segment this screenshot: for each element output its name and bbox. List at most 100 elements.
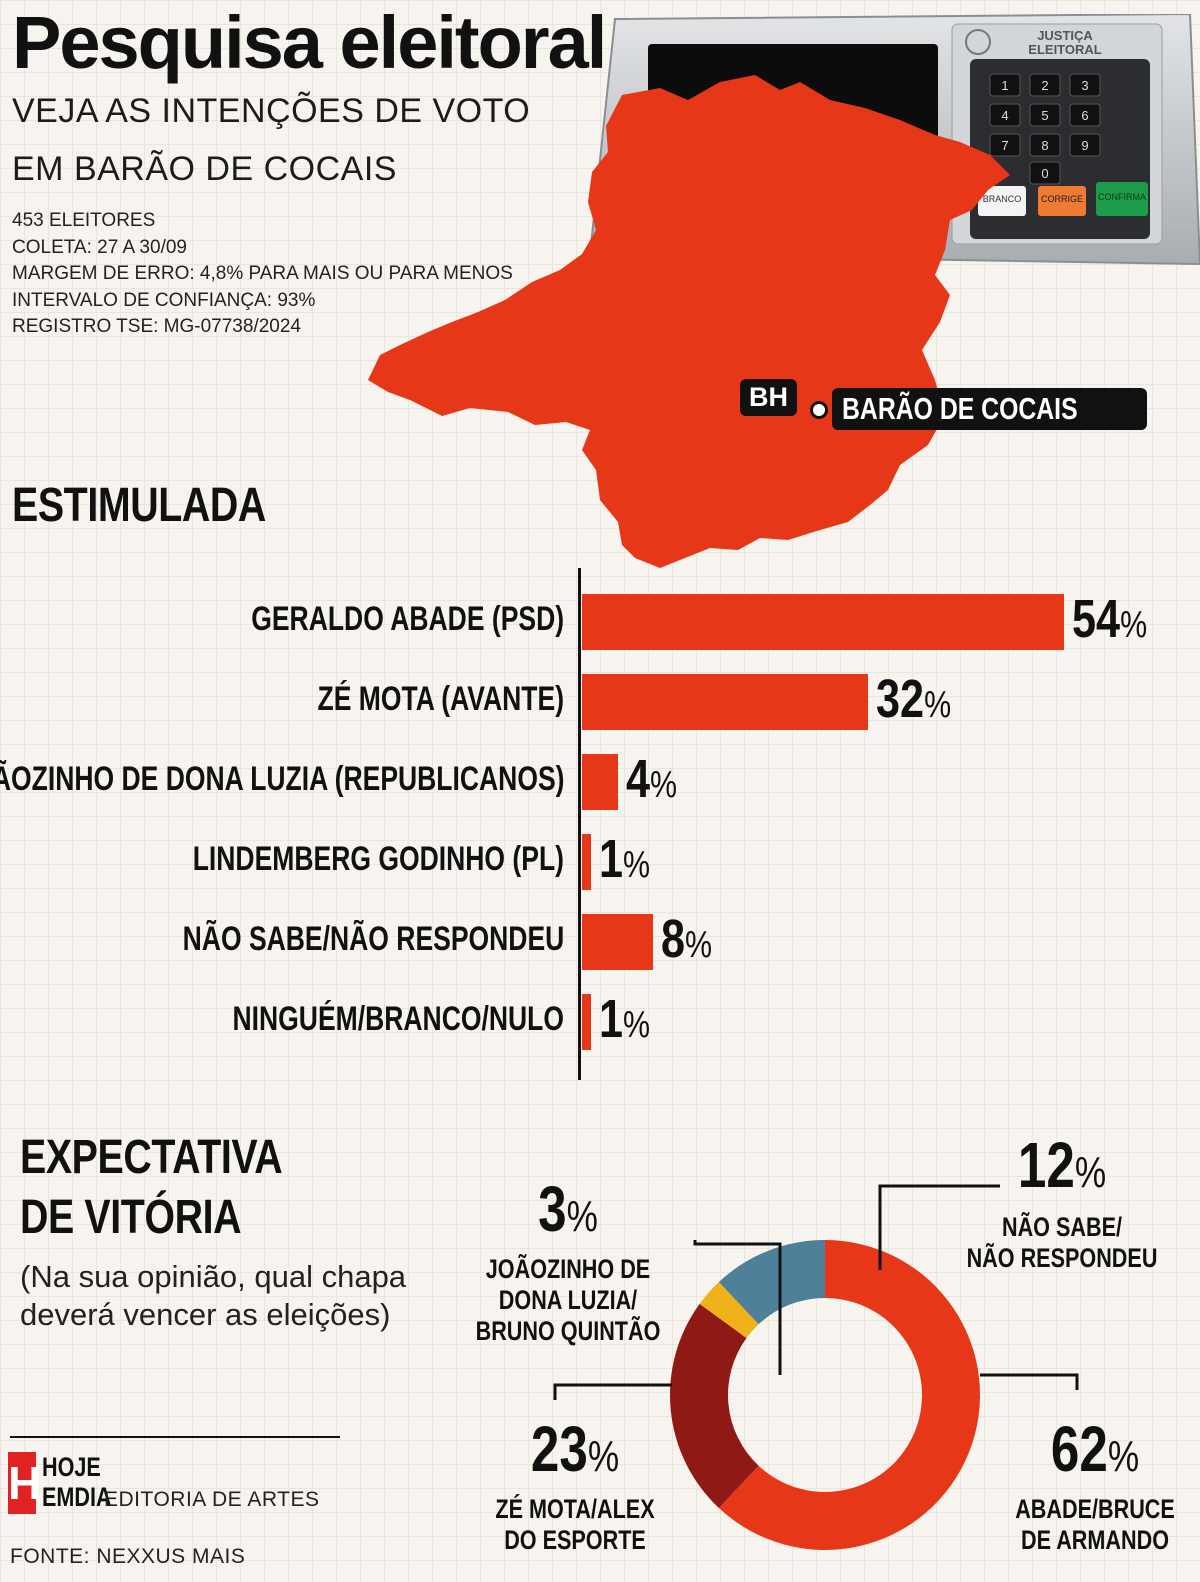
editoria-credit: EDITORIA DE ARTES <box>104 1488 320 1511</box>
donut-value-label: 12% <box>982 1128 1142 1202</box>
bar-value-number: 1 <box>598 829 623 889</box>
donut-value-unit: % <box>1074 1148 1107 1197</box>
bar-value-label: 32% <box>876 668 951 730</box>
urna-key-1: 1 <box>1001 78 1008 93</box>
donut-category-line: JOÃOZINHO DE <box>485 1254 651 1284</box>
urna-key-bg <box>1029 133 1061 157</box>
urna-key-0: 0 <box>1041 166 1048 181</box>
bar-label: GERALDO ABADE (PSD) <box>251 600 564 638</box>
bar-value-label: 1% <box>599 988 650 1050</box>
page-title: Pesquisa eleitoral <box>12 1 607 84</box>
bar-value-label: 8% <box>661 908 712 970</box>
donut-value-number: 23 <box>530 1413 588 1485</box>
bar-value-number: 1 <box>598 989 623 1049</box>
donut-category-label: ZÉ MOTA/ALEX DO ESPORTE <box>455 1494 695 1556</box>
bar-value-label: 4% <box>626 748 677 810</box>
bar <box>582 594 1064 650</box>
section-title-expectativa-1: EXPECTATIVA <box>20 1131 283 1184</box>
bar <box>582 754 618 810</box>
bar-value-label: 54% <box>1072 588 1147 650</box>
urna-label-1: JUSTIÇA <box>1037 28 1093 43</box>
bar-value-unit: % <box>622 1004 650 1046</box>
urna-label-2: ELEITORAL <box>1028 42 1101 57</box>
bar-label: NINGUÉM/BRANCO/NULO <box>232 1000 564 1038</box>
bar-axis <box>578 568 581 1080</box>
donut-value-label: 23% <box>495 1412 655 1486</box>
bar-value-label: 1% <box>599 828 650 890</box>
section-title-estimulada: ESTIMULADA <box>12 479 266 532</box>
urna-btn-branco: BRANCO <box>983 194 1022 204</box>
state-shape <box>368 75 1010 568</box>
donut-leader-line <box>553 1383 672 1400</box>
donut-category-line: DONA LUZIA/ <box>498 1285 638 1315</box>
bar-value-unit: % <box>1120 604 1148 646</box>
subtitle-line-1: VEJA AS INTENÇÕES DE VOTO <box>12 92 531 130</box>
urna-key-bg <box>989 103 1021 127</box>
donut-slice <box>670 1303 759 1508</box>
donut-category-label: NÃO SABE/NÃO RESPONDEU <box>942 1212 1182 1274</box>
donut-value-unit: % <box>1107 1432 1140 1481</box>
donut-category-line: BRUNO QUINTÃO <box>475 1316 661 1346</box>
urna-key-8: 8 <box>1041 138 1048 153</box>
donut-category-line: DO ESPORTE <box>504 1525 646 1555</box>
logo-line-1: HOJE <box>42 1452 101 1482</box>
donut-value-number: 12 <box>1017 1129 1075 1201</box>
bar <box>582 834 591 890</box>
donut-value-unit: % <box>587 1432 620 1481</box>
source-credit: FONTE: NEXXUS MAIS <box>10 1545 246 1568</box>
urna-key-bg <box>989 73 1021 97</box>
bar <box>582 914 654 970</box>
bar-label: JOÃOZINHO DE DONA LUZIA (REPUBLICANOS) <box>0 760 564 798</box>
donut-value-label: 62% <box>1015 1412 1175 1486</box>
urna-key-bg <box>1029 161 1061 185</box>
meta-margin: MARGEM DE ERRO: 4,8% PARA MAIS OU PARA M… <box>12 263 513 284</box>
map-tag-city: BARÃO DE COCAIS <box>832 388 1147 430</box>
urna-key-2: 2 <box>1041 78 1048 93</box>
map-tag-bh: BH <box>740 379 797 416</box>
urna-key-9: 9 <box>1081 138 1088 153</box>
donut-value-unit: % <box>566 1192 598 1241</box>
bar-value-unit: % <box>923 684 951 726</box>
donut-category-line: ABADE/BRUCE <box>1015 1494 1175 1524</box>
logo-mark: H <box>8 1452 41 1514</box>
bar-label: ZÉ MOTA (AVANTE) <box>317 680 564 718</box>
bar-label: LINDEMBERG GODINHO (PL) <box>192 840 564 878</box>
logo-line-2: EMDIA <box>42 1482 112 1512</box>
urna-key-6: 6 <box>1081 108 1088 123</box>
subtitle-line-2: EM BARÃO DE COCAIS <box>12 150 397 188</box>
city-marker-dot <box>810 401 828 419</box>
bar-value-unit: % <box>649 764 677 806</box>
meta-collection: COLETA: 27 A 30/09 <box>12 236 187 258</box>
donut-value-number: 62 <box>1050 1413 1108 1485</box>
urna-key-7: 7 <box>1001 138 1008 153</box>
minas-gerais-map <box>368 75 1010 568</box>
donut-chart <box>553 1184 1079 1550</box>
survey-meta: 453 ELEITORES COLETA: 27 A 30/09 MARGEM … <box>12 208 513 341</box>
bar-value-number: 32 <box>875 669 924 729</box>
donut-category-label: ABADE/BRUCE DE ARMANDO <box>975 1494 1200 1556</box>
urna-btn-confirma: CONFIRMA <box>1098 192 1146 202</box>
donut-category-line: DE ARMANDO <box>1021 1525 1169 1555</box>
section-title-expectativa-2: DE VITÓRIA <box>20 1191 242 1244</box>
urna-key-4: 4 <box>1001 108 1008 123</box>
donut-value-number: 3 <box>538 1173 567 1245</box>
urna-key-bg <box>989 133 1021 157</box>
donut-slice <box>699 1282 759 1338</box>
bar <box>582 994 591 1050</box>
urna-key-bg <box>1069 103 1101 127</box>
bar-value-number: 8 <box>661 909 686 969</box>
donut-leader-line <box>878 1184 1000 1270</box>
map-tag-city-text: BARÃO DE COCAIS <box>842 391 1078 426</box>
survey-question: (Na sua opinião, qual chapa deverá vence… <box>20 1258 406 1334</box>
question-line-1: (Na sua opinião, qual chapa <box>20 1259 407 1294</box>
donut-slice <box>718 1240 980 1550</box>
urna-key-bg <box>1029 73 1061 97</box>
meta-confidence: INTERVALO DE CONFIANÇA: 93% <box>12 289 316 311</box>
bar-value-unit: % <box>685 924 713 966</box>
donut-category-line: NÃO SABE/ <box>1001 1212 1123 1242</box>
urna-keypad: 1 2 3 4 5 6 7 8 9 0 <box>989 73 1101 185</box>
donut-leader-line <box>980 1373 1079 1390</box>
urna-key-bg <box>1029 103 1061 127</box>
footer-divider <box>10 1436 340 1438</box>
bar-value-number: 4 <box>625 749 650 809</box>
